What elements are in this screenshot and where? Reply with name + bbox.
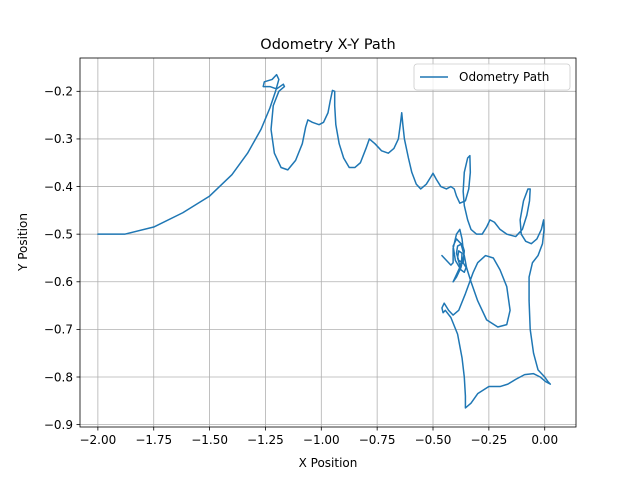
series-layer — [97, 73, 552, 409]
x-tick-label: −1.50 — [191, 433, 228, 447]
y-tick-label: −0.2 — [44, 85, 73, 99]
legend-box — [413, 63, 571, 91]
series-line-odometry-path — [97, 73, 552, 409]
y-tick-label: −0.7 — [44, 323, 73, 337]
y-tick-label: −0.8 — [44, 370, 73, 384]
x-tick-label: −1.00 — [303, 433, 340, 447]
x-tick-label: −1.75 — [135, 433, 172, 447]
y-tick-label: −0.9 — [44, 418, 73, 432]
chart-title: Odometry X-Y Path — [260, 37, 395, 53]
y-axis-label: Y Position — [16, 213, 30, 272]
y-tick-label: −0.6 — [44, 275, 73, 289]
grid — [80, 58, 576, 427]
y-axis: −0.9 −0.8 −0.7 −0.6 −0.5 −0.4 −0.3 −0.2 — [44, 85, 80, 432]
x-axis: −2.00 −1.75 −1.50 −1.25 −1.00 −0.75 −0.50 −0.25… — [79, 427, 558, 447]
x-tick-label: −0.25 — [470, 433, 507, 447]
x-axis-label: X Position — [299, 456, 358, 470]
x-tick-label: −1.25 — [247, 433, 284, 447]
y-tick-label: −0.5 — [44, 227, 73, 241]
x-tick-label: −2.00 — [79, 433, 116, 447]
y-tick-label: −0.4 — [44, 180, 73, 194]
x-tick-label: −0.50 — [415, 433, 452, 447]
y-tick-label: −0.3 — [44, 132, 73, 146]
x-tick-label: 0.00 — [531, 433, 558, 447]
x-tick-label: −0.75 — [359, 433, 396, 447]
legend-label: Odometry Path — [459, 70, 549, 84]
legend: Odometry Path — [413, 63, 571, 91]
plot-frame — [79, 57, 577, 428]
